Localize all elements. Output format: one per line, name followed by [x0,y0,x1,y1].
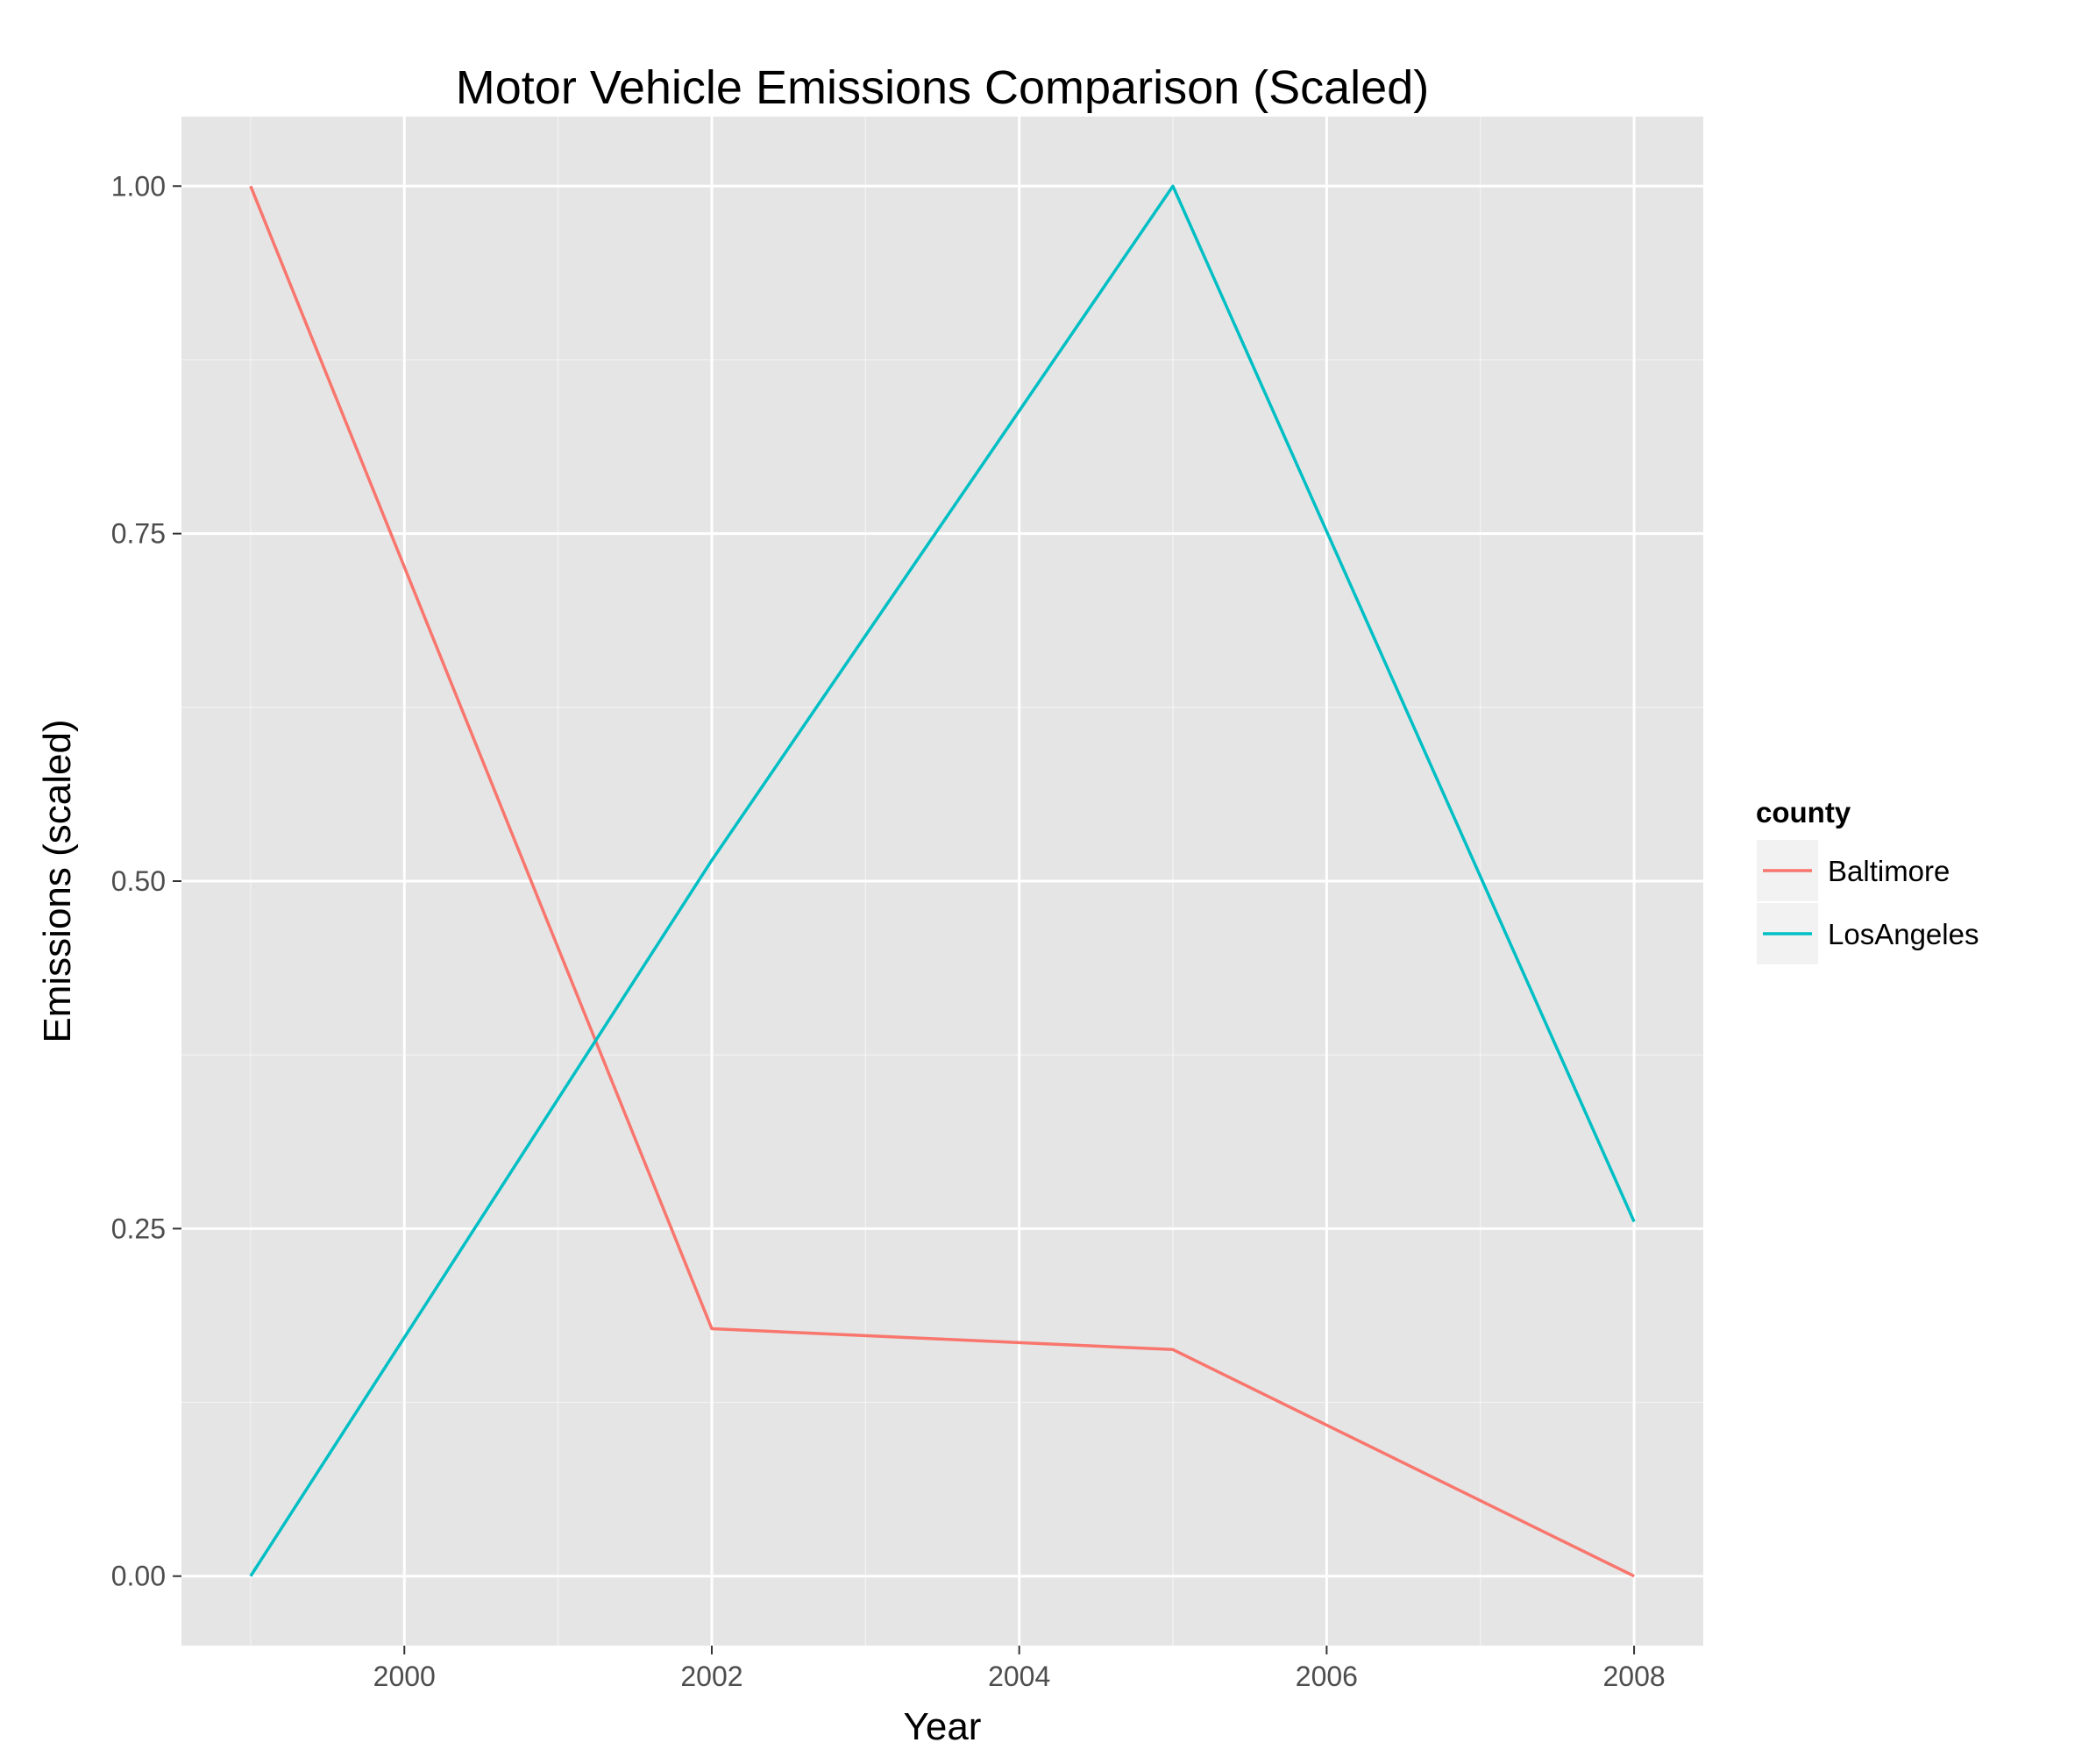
x-tick-label: 2000 [373,1661,436,1692]
y-tick-label: 1.00 [111,170,166,202]
legend-label: LosAngeles [1828,918,1979,950]
x-axis: 2000 2002 2004 2006 2008 [373,1646,1666,1692]
legend: county Baltimore LosAngeles [1756,796,1979,964]
legend-item-baltimore: Baltimore [1757,840,1950,901]
x-axis-title: Year [904,1705,982,1748]
legend-title: county [1756,796,1851,829]
y-tick-label: 0.75 [111,518,166,550]
series-layer [249,184,1636,1578]
x-tick-label: 2006 [1296,1661,1358,1692]
x-tick-label: 2002 [680,1661,742,1692]
x-tick-label: 2008 [1602,1661,1665,1692]
major-gridlines [181,117,1703,1646]
y-axis-title: Emissions (scaled) [36,719,79,1042]
x-tick-label: 2004 [988,1661,1050,1692]
legend-item-losangeles: LosAngeles [1757,903,1979,964]
series-line-losangeles [249,184,1636,1577]
legend-label: Baltimore [1828,855,1950,887]
y-tick-label: 0.25 [111,1213,166,1244]
chart-title: Motor Vehicle Emissions Comparison (Scal… [456,61,1429,114]
series-line-baltimore [249,185,1635,1578]
y-axis: 0.00 0.25 0.50 0.75 1.00 [111,170,181,1592]
y-tick-label: 0.50 [111,865,166,897]
y-tick-label: 0.00 [111,1561,166,1592]
